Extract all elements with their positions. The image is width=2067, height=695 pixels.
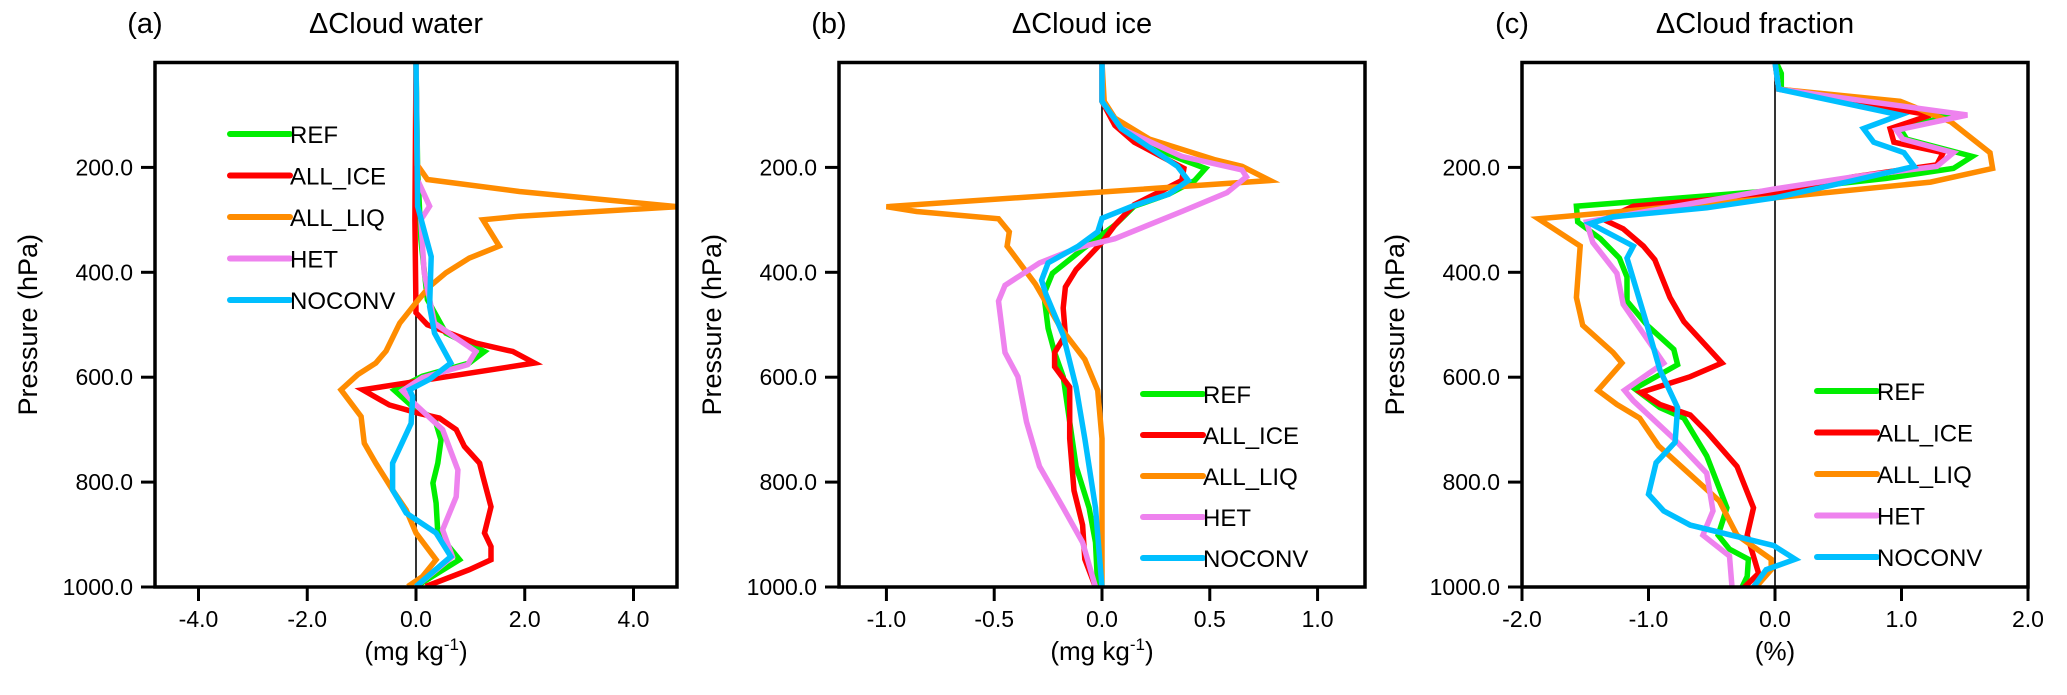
x-tick-label: 2.0 <box>509 606 541 632</box>
x-tick-label: -2.0 <box>287 606 327 632</box>
x-tick-label: 1.0 <box>1886 606 1918 632</box>
y-tick-label: 600.0 <box>75 364 133 390</box>
series-line-ref <box>1040 62 1211 587</box>
legend-label: REF <box>1877 379 1925 406</box>
x-tick-label: -2.0 <box>1502 606 1542 632</box>
x-tick-label: -0.5 <box>974 606 1014 632</box>
chart-title: ΔCloud ice <box>1012 8 1152 40</box>
panel-label: (b) <box>811 8 846 40</box>
y-tick-label: 400.0 <box>759 259 817 285</box>
legend-label: HET <box>1203 505 1251 532</box>
x-axis-label-text: (mg kg <box>1050 636 1129 666</box>
legend: REF ALL_ICE ALL_LIQ HET NOCONV <box>227 122 395 315</box>
y-tick-label: 1000.0 <box>747 574 817 600</box>
series-line-all-ice <box>1597 62 1948 587</box>
series-line-ref <box>1573 62 1980 587</box>
legend-label: NOCONV <box>1877 545 1982 572</box>
x-tick-label: 4.0 <box>618 606 650 632</box>
y-axis-label: Pressure (hPa) <box>697 234 727 416</box>
series-line-het <box>398 62 480 587</box>
series-line-noconv <box>1583 62 1919 587</box>
y-tick-label: 800.0 <box>75 469 133 495</box>
legend-label: NOCONV <box>290 288 395 315</box>
panel-c: (c) ΔCloud fraction Pressure (hPa) (%) 200.0… <box>1380 8 2044 666</box>
legend: REF ALL_ICE ALL_LIQ HET NOCONV <box>1140 382 1308 573</box>
y-tick-label: 400.0 <box>75 259 133 285</box>
legend-label: ALL_LIQ <box>1203 464 1298 491</box>
legend-label: REF <box>1203 382 1251 409</box>
x-tick-label: 1.0 <box>1302 606 1334 632</box>
series-line-all-liq <box>337 62 677 587</box>
x-axis-label-close: ) <box>459 636 468 666</box>
y-tick-label: 200.0 <box>759 154 817 180</box>
legend-label: REF <box>290 122 338 149</box>
y-tick-label: 200.0 <box>75 154 133 180</box>
series-group <box>885 62 1281 587</box>
legend-label: NOCONV <box>1203 546 1308 573</box>
legend-label: ALL_LIQ <box>1877 462 1972 489</box>
legend-label: ALL_LIQ <box>290 205 385 232</box>
chart-title: ΔCloud water <box>309 8 483 40</box>
panel-label: (c) <box>1495 8 1529 40</box>
series-line-all-liq <box>1530 62 1996 587</box>
y-tick-label: 400.0 <box>1442 259 1500 285</box>
legend-label: ALL_ICE <box>1203 423 1299 450</box>
x-axis-label: (mg kg-1) <box>1050 635 1153 666</box>
y-tick-label: 1000.0 <box>1430 574 1500 600</box>
panel-a: (a) ΔCloud water Pressure (hPa) (mg kg-1) 20… <box>13 8 679 666</box>
legend-label: ALL_ICE <box>290 164 386 191</box>
series-line-het <box>995 62 1251 587</box>
series-line-noconv <box>389 62 455 587</box>
series-group <box>337 62 677 587</box>
x-axis-label: (%) <box>1755 636 1795 666</box>
x-tick-label: 2.0 <box>2012 606 2044 632</box>
panel-label: (a) <box>127 8 162 40</box>
x-tick-label: -1.0 <box>1629 606 1669 632</box>
y-tick-label: 1000.0 <box>63 574 133 600</box>
x-axis-label: (mg kg-1) <box>364 635 467 666</box>
legend: REF ALL_ICE ALL_LIQ HET NOCONV <box>1814 379 1982 572</box>
y-axis-label: Pressure (hPa) <box>1380 234 1410 416</box>
y-tick-label: 200.0 <box>1442 154 1500 180</box>
plot-frame <box>153 60 679 589</box>
legend-label: ALL_ICE <box>1877 421 1973 448</box>
legend-label: HET <box>1877 504 1925 531</box>
x-axis-label-text: (mg kg <box>364 636 443 666</box>
series-line-all-liq <box>885 62 1281 587</box>
plot-frame <box>837 60 1367 589</box>
panel-b: (b) ΔCloud ice Pressure (hPa) (mg kg-1) 200.… <box>697 8 1367 666</box>
series-line-noconv <box>1038 62 1193 587</box>
y-tick-label: 800.0 <box>1442 469 1500 495</box>
x-axis-label-superscript: -1 <box>1130 635 1145 654</box>
series-group <box>1530 62 1996 587</box>
series-line-het <box>1582 62 1968 587</box>
y-tick-label: 800.0 <box>759 469 817 495</box>
plot-frame <box>1520 60 2030 589</box>
y-axis-label: Pressure (hPa) <box>13 234 43 416</box>
x-axis-label-superscript: -1 <box>444 635 459 654</box>
x-tick-label: 0.0 <box>1759 606 1791 632</box>
legend-label: HET <box>290 247 338 274</box>
x-tick-label: 0.0 <box>1086 606 1118 632</box>
x-tick-label: 0.5 <box>1194 606 1226 632</box>
chart-title: ΔCloud fraction <box>1656 8 1854 40</box>
x-tick-label: -4.0 <box>179 606 219 632</box>
x-tick-label: -1.0 <box>867 606 907 632</box>
series-line-all-ice <box>354 62 544 587</box>
y-tick-label: 600.0 <box>1442 364 1500 390</box>
x-axis-label-close: ) <box>1145 636 1154 666</box>
x-tick-label: 0.0 <box>400 606 432 632</box>
y-tick-label: 600.0 <box>759 364 817 390</box>
x-axis-label-text: (%) <box>1755 636 1795 666</box>
